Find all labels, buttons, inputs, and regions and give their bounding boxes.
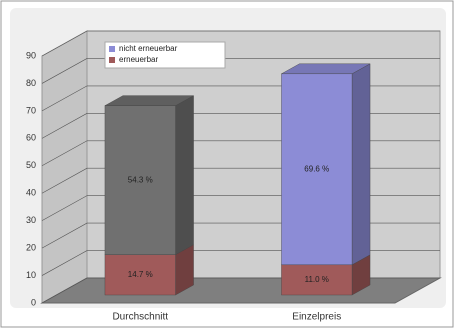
y-tick-label: 60 <box>26 133 36 143</box>
bar-segment <box>104 254 176 296</box>
legend-label: erneuerbar <box>119 55 158 64</box>
data-label: 54.3 % <box>128 175 153 184</box>
grid-line <box>41 30 440 57</box>
x-tick-label: Einzelpreis <box>292 312 341 323</box>
bar-side <box>175 95 194 255</box>
bar-top <box>104 95 195 106</box>
y-tick-label: 40 <box>26 188 36 198</box>
y-tick-label: 50 <box>26 160 36 170</box>
data-label: 11.0 % <box>305 275 329 284</box>
y-tick-label: 0 <box>31 297 36 307</box>
left-wall <box>41 30 88 304</box>
data-label: 69.6 % <box>304 164 329 173</box>
y-tick-label: 30 <box>26 215 36 225</box>
x-tick-label: Durchschnitt <box>112 312 168 323</box>
bar-segment <box>104 105 176 255</box>
floor <box>40 277 442 304</box>
y-tick-label: 80 <box>26 78 36 88</box>
y-tick-label: 70 <box>26 105 36 115</box>
bar-side <box>351 63 371 266</box>
legend-swatch <box>109 57 115 63</box>
y-tick-label: 20 <box>26 242 36 252</box>
bar-segment <box>281 73 353 266</box>
legend-swatch <box>109 46 115 52</box>
bar-segment <box>281 264 353 296</box>
y-tick-label: 10 <box>26 270 36 280</box>
legend-label: nicht erneuerbar <box>119 44 178 53</box>
legend <box>104 41 226 69</box>
y-tick-label: 90 <box>26 50 36 60</box>
data-label: 14.7 % <box>128 270 153 279</box>
bar-top <box>280 63 371 74</box>
grid-line <box>41 58 440 84</box>
